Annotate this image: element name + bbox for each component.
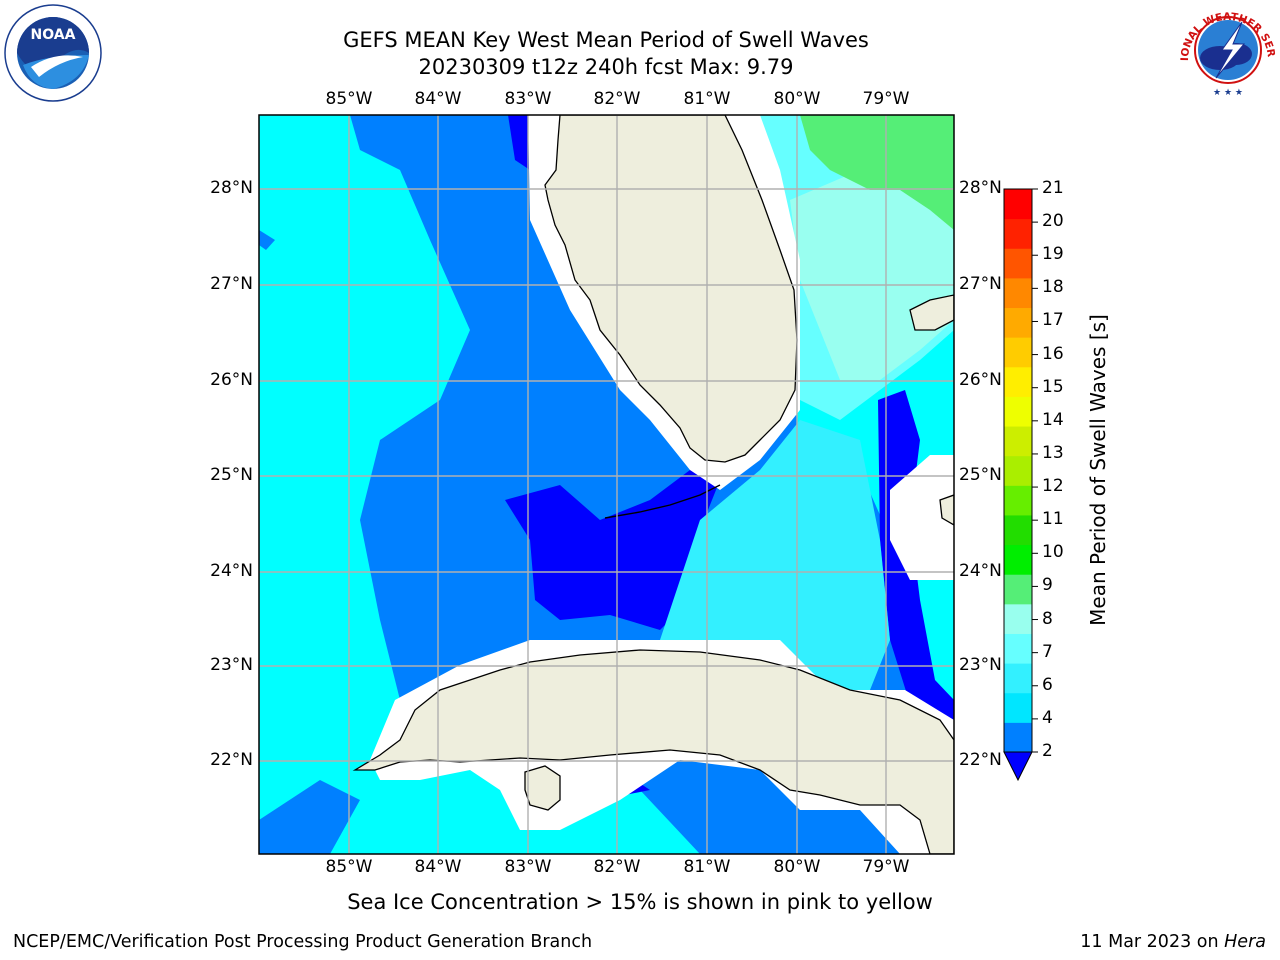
lat-label-left: 26°N [210,370,253,390]
lon-label-top: 79°W [862,89,910,109]
lat-label-left: 25°N [210,465,253,485]
lon-label-top: 83°W [504,89,552,109]
colorbar-segment [1004,692,1032,723]
lat-label-right: 22°N [959,750,1002,770]
lon-label-bottom: 83°W [504,857,552,877]
colorbar-segment [1004,248,1032,279]
colorbar-segment [1004,722,1032,753]
colorbar-segment [1004,544,1032,575]
colorbar-tick-label: 11 [1042,509,1064,530]
colorbar-tick-label: 13 [1042,442,1064,463]
noaa-logo-text: NOAA [31,27,76,43]
lon-label-top: 84°W [414,89,462,109]
map-frame [258,114,955,855]
nws-logo-icon: NATIONAL WEATHER SERVICE ★ ★ ★ [1178,0,1277,98]
lat-label-left: 27°N [210,274,253,294]
colorbar-tick-label: 9 [1042,575,1053,596]
lat-label-right: 26°N [959,370,1002,390]
colorbar-segment [1004,307,1032,338]
colorbar-tick-label: 2 [1042,741,1053,761]
colorbar-tick-label: 19 [1042,244,1064,265]
colorbar [1003,188,1038,782]
lon-label-bottom: 79°W [862,857,910,877]
land-bahamas-south [939,494,954,526]
footer-date-text: 11 Mar 2023 on [1080,932,1225,952]
nodata-bahamas [890,455,954,580]
colorbar-segment [1004,396,1032,427]
colorbar-segment [1004,603,1032,634]
lat-label-left: 28°N [210,178,253,198]
footer-date: 11 Mar 2023 on Hera [1080,932,1266,952]
land-cuba [352,649,954,854]
colorbar-segment [1004,277,1032,309]
swell-contour-6-7s [660,420,890,690]
colorbar-tick-label: 12 [1042,476,1064,497]
colorbar-segment [1004,218,1032,249]
swell-contour-below-4s-north [508,115,530,170]
lat-label-right: 24°N [959,561,1002,581]
colorbar-tick-label: 21 [1042,178,1064,198]
lon-label-top: 80°W [773,89,821,109]
colorbar-segment [1004,663,1032,694]
noaa-logo-icon: NOAA [4,4,102,102]
colorbar-segment [1004,189,1032,220]
colorbar-tick-label: 4 [1042,707,1053,728]
colorbar-segment [1004,485,1032,516]
colorbar-tick-label: 17 [1042,310,1064,331]
lon-label-bottom: 85°W [325,857,373,877]
colorbar-tick-label: 15 [1042,376,1064,397]
colorbar-segment [1004,455,1032,486]
land-andros [909,294,954,331]
colorbar-segment [1004,337,1032,368]
colorbar-tick-label: 20 [1042,211,1064,232]
colorbar-segment [1004,633,1032,664]
lon-label-top: 82°W [593,89,641,109]
colorbar-segment [1004,574,1032,605]
lon-label-bottom: 80°W [773,857,821,877]
lon-label-bottom: 81°W [683,857,731,877]
colorbar-tick-label: 16 [1042,343,1064,364]
sea-ice-note: Sea Ice Concentration > 15% is shown in … [347,890,933,914]
colorbar-tick-label: 14 [1042,409,1064,430]
footer-branch: NCEP/EMC/Verification Post Processing Pr… [13,932,593,952]
land-florida [544,115,798,463]
lon-label-bottom: 82°W [593,857,641,877]
colorbar-segment [1004,366,1032,397]
colorbar-tick-label: 7 [1042,641,1053,662]
lon-label-bottom: 84°W [414,857,462,877]
lat-label-right: 27°N [959,274,1002,294]
swell-contour-4-6s-nw [259,230,275,250]
colorbar-label: Mean Period of Swell Waves [s] [1086,314,1110,626]
swell-contour-8-9s [790,170,954,380]
map-gridlines [259,115,954,854]
lat-label-right: 28°N [959,178,1002,198]
colorbar-tick-label: 18 [1042,277,1064,298]
lon-label-top: 85°W [325,89,373,109]
lat-label-right: 23°N [959,655,1002,675]
colorbar-frame [1003,188,1033,753]
footer-host: Hera [1224,932,1266,952]
lat-label-left: 22°N [210,750,253,770]
colorbar-tick-label: 10 [1042,542,1064,563]
svg-text:★ ★ ★: ★ ★ ★ [1213,88,1243,98]
colorbar-tick-label: 8 [1042,608,1053,629]
swell-contour-4-6s-sw [259,780,360,854]
lon-label-top: 81°W [683,89,731,109]
chart-subtitle: 20230309 t12z 240h fcst Max: 9.79 [418,55,794,79]
lat-label-left: 24°N [210,561,253,581]
lat-label-right: 25°N [959,465,1002,485]
chart-title: GEFS MEAN Key West Mean Period of Swell … [343,28,869,52]
swell-contour-below-4s [505,470,720,630]
swell-contour-9-10s [800,115,954,230]
lat-label-left: 23°N [210,655,253,675]
colorbar-tick-label: 6 [1042,674,1053,695]
colorbar-segment [1004,514,1032,546]
land-isla-juventud [524,765,561,811]
colorbar-segment [1004,426,1032,457]
